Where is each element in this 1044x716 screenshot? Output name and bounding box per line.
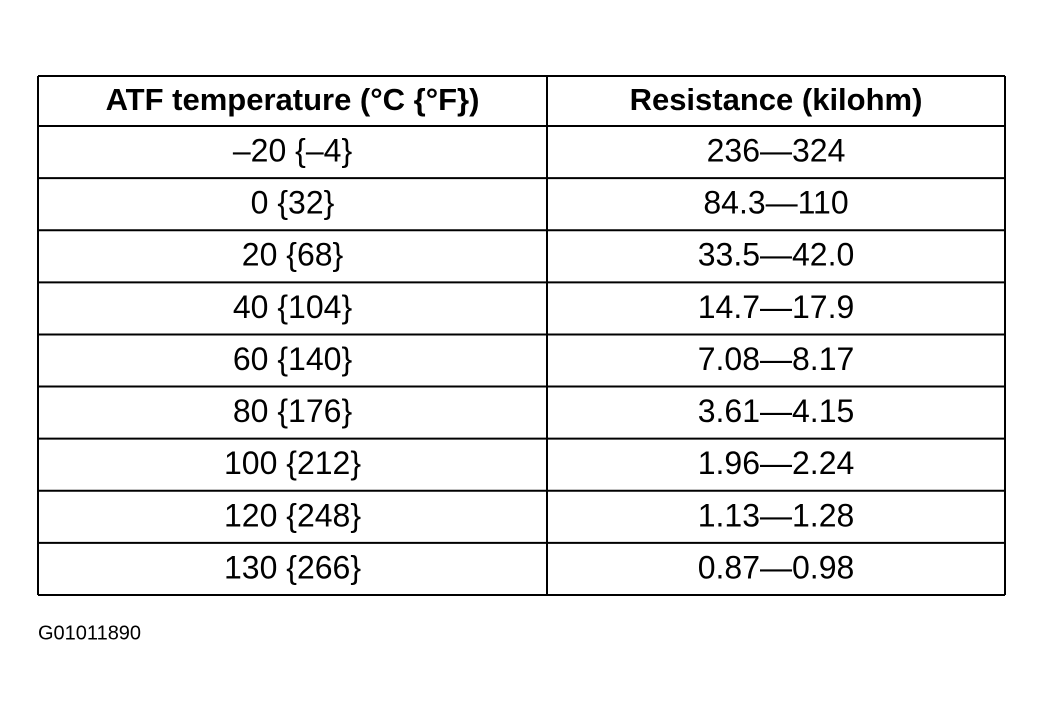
table-cell: 130 {266} — [224, 549, 361, 585]
table-cell: 3.61—4.15 — [698, 393, 855, 429]
table-cell: 84.3—110 — [703, 185, 848, 221]
header-cell: ATF temperature (°C {°F}) — [106, 82, 480, 117]
table-cell: 80 {176} — [233, 393, 353, 429]
table-cell: 33.5—42.0 — [698, 237, 855, 273]
table-cell: 14.7—17.9 — [698, 289, 855, 325]
table-cell: 1.96—2.24 — [698, 445, 855, 481]
table: ATF temperature (°C {°F}) Resistance (kil… — [106, 82, 923, 585]
table-cell: –20 {–4} — [233, 133, 353, 169]
table-grid — [37, 75, 1006, 596]
figure-id: G01011890 — [38, 622, 141, 644]
header-cell: Resistance (kilohm) — [630, 82, 923, 117]
table-cell: 100 {212} — [224, 445, 361, 481]
table-cell: 0.87—0.98 — [698, 549, 855, 585]
table-cell: 1.13—1.28 — [698, 497, 855, 533]
table-cell: 20 {68} — [242, 237, 344, 273]
table-cell: 7.08—8.17 — [698, 341, 855, 377]
table-cell: 0 {32} — [251, 185, 335, 221]
table-cell: 120 {248} — [224, 497, 361, 533]
table-cell: 40 {104} — [233, 289, 353, 325]
table-cell: 236—324 — [707, 133, 846, 169]
table-cell: 60 {140} — [233, 341, 353, 377]
